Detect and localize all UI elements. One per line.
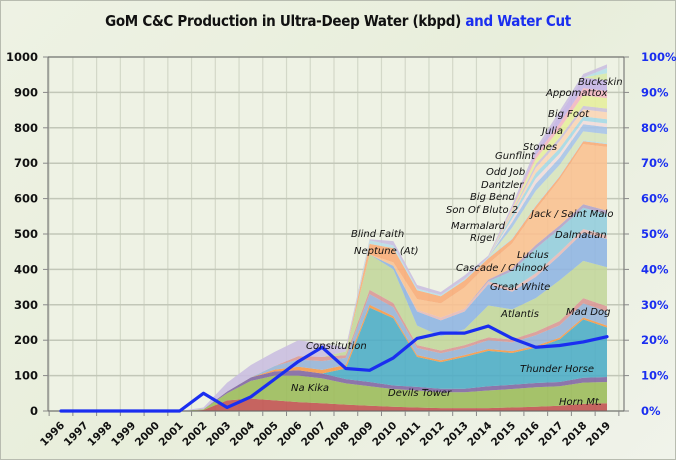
x-tick-label: 1998 bbox=[85, 420, 114, 449]
x-tick-label: 2000 bbox=[133, 420, 162, 449]
annotation-dalmatian: Dalmatian bbox=[555, 230, 607, 241]
x-tick-label: 2019 bbox=[584, 420, 613, 449]
x-tick-label: 2003 bbox=[204, 420, 233, 449]
x-tick-label: 2002 bbox=[180, 420, 209, 449]
chart-title-accent: and Water Cut bbox=[465, 12, 571, 30]
y-tick-label-right: 90% bbox=[641, 85, 669, 99]
y-tick-label-left: 100 bbox=[14, 369, 38, 383]
x-tick-label: 2004 bbox=[228, 420, 257, 449]
annotation-gunflint: Gunflint bbox=[495, 151, 536, 162]
x-tick-label: 2007 bbox=[299, 420, 328, 449]
chart-title: GoM C&C Production in Ultra-Deep Water (… bbox=[0, 12, 676, 30]
area-devils-tower bbox=[61, 370, 607, 411]
x-tick-label: 2015 bbox=[489, 420, 518, 449]
x-tick-label: 2018 bbox=[560, 420, 589, 449]
y-tick-label-right: 100% bbox=[641, 50, 676, 64]
annotation-neptune-at-: Neptune (At) bbox=[354, 246, 418, 257]
y-tick-label-right: 60% bbox=[641, 192, 669, 206]
water-cut-line bbox=[59, 324, 609, 413]
y-tick-label-right: 70% bbox=[641, 156, 669, 170]
annotation-jack-saint-malo: Jack / Saint Malo bbox=[529, 209, 613, 220]
annotation-son-of-bluto-2: Son Of Bluto 2 bbox=[446, 205, 518, 216]
y-tick-label-left: 300 bbox=[14, 298, 38, 312]
annotation-big-foot: Big Foot bbox=[548, 109, 590, 120]
y-tick-label-right: 20% bbox=[641, 333, 669, 347]
x-tick-label: 2013 bbox=[442, 420, 471, 449]
x-tick-label: 2009 bbox=[347, 420, 376, 449]
y-tick-label-right: 40% bbox=[641, 262, 669, 276]
area-horn-mt- bbox=[61, 398, 607, 411]
y-tick-label-left: 200 bbox=[14, 333, 38, 347]
x-tick-label: 2011 bbox=[394, 420, 423, 449]
annotation-constitution: Constitution bbox=[306, 341, 367, 352]
y-tick-label-left: 700 bbox=[14, 156, 38, 170]
area-thunder-horse bbox=[61, 307, 607, 411]
y-tick-label-left: 400 bbox=[14, 262, 38, 276]
annotation-great-white: Great White bbox=[490, 282, 550, 293]
y-tick-label-left: 900 bbox=[14, 85, 38, 99]
water-cut-series bbox=[59, 324, 609, 413]
annotation-cascade-chinook: Cascade / Chinook bbox=[456, 263, 550, 274]
annotation-stones: Stones bbox=[523, 142, 557, 153]
y-tick-label-left: 800 bbox=[14, 121, 38, 135]
y-tick-label-right: 50% bbox=[641, 227, 669, 241]
x-tick-label: 2010 bbox=[370, 420, 399, 449]
y-tick-label-right: 30% bbox=[641, 298, 669, 312]
y-tick-label-left: 0 bbox=[30, 404, 38, 418]
x-tick-label: 2016 bbox=[513, 420, 542, 449]
x-tick-label: 2008 bbox=[323, 420, 352, 449]
axes bbox=[43, 56, 629, 416]
x-tick-label: 2005 bbox=[252, 420, 281, 449]
annotation-appomattox: Appomattox bbox=[545, 88, 607, 99]
x-tick-label: 2001 bbox=[157, 420, 186, 449]
annotation-atlantis: Atlantis bbox=[500, 309, 539, 320]
x-tick-label: 2012 bbox=[418, 420, 447, 449]
y-tick-label-right: 10% bbox=[641, 369, 669, 383]
annotation-big-bend: Big Bend bbox=[470, 192, 516, 203]
area-na-kika bbox=[61, 375, 607, 411]
x-tick-label: 2017 bbox=[536, 420, 565, 449]
annotation-lucius: Lucius bbox=[517, 250, 549, 261]
chart-title-main: GoM C&C Production in Ultra-Deep Water (… bbox=[105, 12, 461, 30]
y-tick-label-left: 1000 bbox=[6, 50, 38, 64]
annotation-na-kika: Na Kika bbox=[291, 383, 329, 394]
y-tick-label-right: 0% bbox=[641, 404, 661, 418]
x-tick-label: 2014 bbox=[465, 420, 494, 449]
annotation-thunder-horse: Thunder Horse bbox=[520, 364, 594, 375]
x-tick-label: 1999 bbox=[109, 420, 138, 449]
annotation-horn-mt-: Horn Mt. bbox=[559, 397, 602, 408]
x-tick-label: 2006 bbox=[275, 420, 304, 449]
annotation-devils-tower: Devils Tower bbox=[388, 388, 452, 399]
annotation-rigel: Rigel bbox=[470, 233, 495, 244]
annotation-julia: Julia bbox=[540, 126, 563, 137]
annotation-mad-dog: Mad Dog bbox=[566, 307, 610, 318]
y-tick-label-right: 80% bbox=[641, 121, 669, 135]
x-tick-label: 1996 bbox=[38, 420, 67, 449]
annotation-odd-job: Odd Job bbox=[486, 167, 525, 178]
annotation-marmalard: Marmalard bbox=[451, 221, 506, 232]
annotation-blind-faith: Blind Faith bbox=[351, 229, 404, 240]
y-tick-label-left: 500 bbox=[14, 227, 38, 241]
x-tick-label: 1997 bbox=[62, 420, 91, 449]
annotation-buckskin: Buckskin bbox=[578, 77, 623, 88]
annotation-dantzler: Dantzler bbox=[481, 180, 524, 191]
y-tick-label-left: 600 bbox=[14, 192, 38, 206]
